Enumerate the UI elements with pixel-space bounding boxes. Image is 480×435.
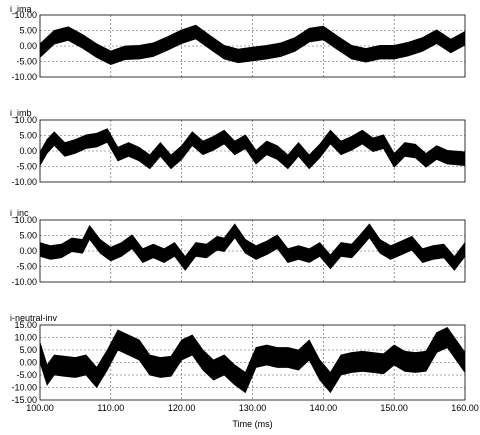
panel-title: i_imb: [10, 108, 32, 118]
x-tick-label: 100.00: [26, 403, 54, 413]
x-tick-label: 160.00: [451, 403, 479, 413]
waveform-band-1: [40, 223, 465, 271]
plot-frame: [39, 119, 466, 183]
y-tick-label: 0.00: [19, 246, 37, 256]
plot-frame: [39, 324, 466, 401]
y-tick-label: -15.00: [11, 395, 37, 405]
y-tick-label: -10.00: [11, 72, 37, 82]
y-tick-label: 10.00: [14, 10, 37, 20]
y-tick-label: 15.00: [14, 320, 37, 330]
x-tick-label: 130.00: [239, 403, 267, 413]
y-tick-label: -5.00: [16, 262, 37, 272]
plot-frame: [39, 219, 466, 283]
panel-title: i-neutral-inv: [10, 313, 58, 323]
y-tick-label: -5.00: [16, 162, 37, 172]
y-tick-label: 5.00: [19, 231, 37, 241]
x-tick-label: 110.00: [97, 403, 124, 413]
x-tick-label: 120.00: [168, 403, 196, 413]
y-tick-label: -10.00: [11, 383, 37, 393]
y-tick-label: 10.00: [14, 215, 37, 225]
y-tick-label: -5.00: [16, 57, 37, 67]
panel-title: i_ima: [10, 4, 32, 14]
plot-frame: [39, 14, 466, 78]
y-tick-label: 5.00: [19, 26, 37, 36]
y-tick-label: -10.00: [11, 177, 37, 187]
y-tick-label: 10.00: [14, 333, 37, 343]
x-tick-label: 150.00: [380, 403, 408, 413]
y-tick-label: 5.00: [19, 345, 37, 355]
panel-title: i_inc: [10, 208, 29, 218]
waveform-band-1: [40, 326, 465, 394]
y-tick-label: -5.00: [16, 370, 37, 380]
y-tick-label: 10.00: [14, 115, 37, 125]
y-tick-label: 5.00: [19, 131, 37, 141]
y-tick-label: 0.00: [19, 146, 37, 156]
x-axis-title: Time (ms): [232, 419, 272, 429]
y-tick-label: 0.00: [19, 41, 37, 51]
waveform-band-1: [40, 24, 465, 66]
y-tick-label: 0.00: [19, 358, 37, 368]
x-tick-label: 140.00: [310, 403, 338, 413]
waveform-band-1: [40, 128, 465, 170]
y-tick-label: -10.00: [11, 277, 37, 287]
